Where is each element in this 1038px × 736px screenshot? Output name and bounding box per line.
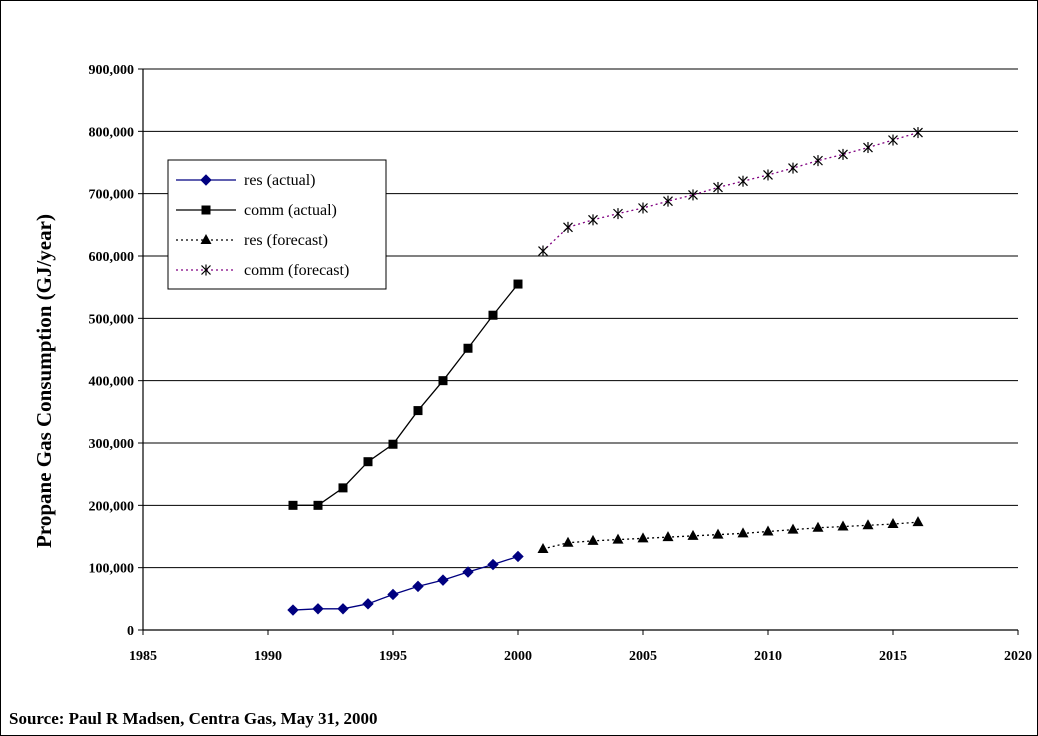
data-point bbox=[612, 533, 624, 544]
data-point bbox=[387, 588, 399, 601]
legend-label: res (forecast) bbox=[244, 232, 328, 249]
gridlines bbox=[143, 68, 1018, 569]
data-point bbox=[487, 558, 499, 571]
data-point bbox=[363, 457, 373, 467]
x-tick-label: 2005 bbox=[629, 649, 657, 664]
data-point bbox=[463, 343, 473, 353]
data-point bbox=[863, 142, 873, 154]
y-tick-label: 800,000 bbox=[89, 125, 135, 140]
x-tick-label: 2020 bbox=[1004, 649, 1032, 664]
data-point bbox=[538, 245, 548, 257]
data-point bbox=[413, 406, 423, 416]
data-point bbox=[438, 376, 448, 386]
series bbox=[287, 127, 924, 616]
data-point bbox=[312, 603, 324, 615]
data-point bbox=[462, 566, 474, 578]
series-line bbox=[293, 283, 519, 506]
data-point bbox=[713, 181, 723, 193]
data-point bbox=[338, 483, 348, 493]
data-point bbox=[712, 528, 724, 539]
data-point bbox=[738, 175, 748, 187]
data-point bbox=[862, 519, 874, 530]
series-3 bbox=[538, 127, 923, 257]
y-tick-label: 600,000 bbox=[89, 250, 135, 265]
data-point bbox=[388, 439, 398, 449]
x-tick-label: 1985 bbox=[129, 649, 157, 664]
data-point bbox=[763, 169, 773, 181]
data-point bbox=[313, 500, 323, 510]
data-point bbox=[912, 516, 924, 527]
source-note: Source: Paul R Madsen, Centra Gas, May 3… bbox=[9, 709, 378, 728]
data-point bbox=[813, 155, 823, 167]
y-tick-label: 900,000 bbox=[89, 63, 135, 78]
data-point bbox=[613, 208, 623, 220]
series-line bbox=[542, 521, 919, 550]
legend-item: comm (actual) bbox=[176, 202, 337, 219]
x-tick-label: 2015 bbox=[879, 649, 907, 664]
data-point bbox=[412, 580, 424, 593]
legend-item: res (actual) bbox=[176, 172, 316, 189]
series-2 bbox=[537, 516, 924, 553]
tick-labels: 0 100,000 200,000 300,000 400,000 500,000 600,… bbox=[89, 63, 1033, 664]
legend-marker bbox=[201, 205, 211, 215]
axes bbox=[138, 68, 1019, 635]
y-tick-label: 400,000 bbox=[89, 375, 135, 390]
y-tick-label: 200,000 bbox=[89, 499, 135, 514]
data-point bbox=[662, 531, 674, 542]
data-point bbox=[337, 603, 349, 615]
legend-label: comm (forecast) bbox=[244, 262, 349, 279]
series-1 bbox=[288, 279, 523, 510]
data-point bbox=[838, 148, 848, 160]
data-point bbox=[788, 162, 798, 174]
data-point bbox=[687, 529, 699, 540]
data-point bbox=[837, 520, 849, 531]
data-point bbox=[637, 532, 649, 543]
y-tick-label: 0 bbox=[127, 624, 134, 639]
data-point bbox=[513, 279, 523, 289]
data-point bbox=[762, 525, 774, 536]
line-chart: 0 100,000 200,000 300,000 400,000 500,000 600,… bbox=[32, 63, 1033, 664]
data-point bbox=[362, 598, 374, 610]
x-tick-label: 1995 bbox=[379, 649, 407, 664]
data-point bbox=[563, 221, 573, 233]
series-line bbox=[542, 131, 919, 252]
x-tick-label: 2000 bbox=[504, 649, 532, 664]
legend-marker bbox=[200, 234, 212, 244]
data-point bbox=[787, 523, 799, 534]
data-point bbox=[488, 310, 498, 320]
data-point bbox=[663, 195, 673, 207]
y-tick-label: 100,000 bbox=[89, 562, 135, 577]
data-point bbox=[587, 534, 599, 545]
x-tick-label: 2010 bbox=[754, 649, 782, 664]
legend: res (actual) comm (actual) res (forecast) c… bbox=[167, 159, 387, 290]
data-point bbox=[887, 518, 899, 529]
legend-marker bbox=[200, 174, 212, 186]
data-point bbox=[537, 542, 549, 553]
x-tick-label: 1990 bbox=[254, 649, 282, 664]
legend-item: comm (forecast) bbox=[176, 262, 349, 279]
data-point bbox=[888, 134, 898, 146]
data-point bbox=[638, 202, 648, 214]
data-point bbox=[913, 127, 923, 139]
data-point bbox=[688, 189, 698, 201]
data-point bbox=[588, 214, 598, 226]
series-line bbox=[292, 555, 519, 611]
legend-label: res (actual) bbox=[244, 172, 316, 189]
data-point bbox=[737, 527, 749, 538]
y-tick-label: 700,000 bbox=[89, 188, 135, 203]
data-point bbox=[512, 550, 524, 563]
data-point bbox=[562, 536, 574, 547]
data-point bbox=[288, 500, 298, 510]
legend-item: res (forecast) bbox=[176, 232, 328, 249]
data-point bbox=[437, 574, 449, 586]
series-0 bbox=[287, 550, 524, 616]
data-point bbox=[812, 521, 824, 532]
data-point bbox=[287, 604, 299, 616]
legend-marker bbox=[201, 264, 211, 276]
y-tick-label: 300,000 bbox=[89, 437, 135, 452]
y-tick-label: 500,000 bbox=[89, 312, 135, 327]
legend-label: comm (actual) bbox=[244, 202, 337, 219]
y-axis-title: Propane Gas Consumption (GJ/year) bbox=[32, 214, 56, 548]
